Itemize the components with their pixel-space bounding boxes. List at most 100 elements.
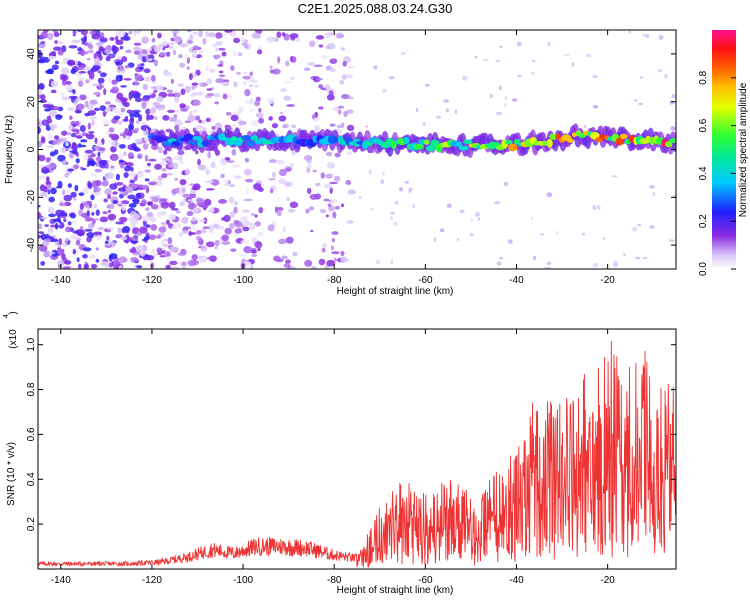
noise-blob	[135, 244, 145, 253]
noise-blob	[243, 198, 253, 202]
noise-blob	[126, 109, 134, 114]
noise-blob	[124, 64, 130, 69]
noise-blob	[516, 41, 522, 47]
noise-blob	[470, 219, 473, 222]
noise-blob	[38, 231, 45, 234]
noise-blob	[530, 216, 534, 220]
noise-blob	[239, 253, 247, 257]
noise-blob	[179, 201, 186, 207]
noise-blob	[638, 102, 644, 106]
noise-blob	[162, 157, 170, 161]
noise-blob	[91, 119, 96, 127]
noise-blob	[50, 187, 57, 195]
noise-blob	[79, 66, 85, 71]
noise-blob	[105, 101, 111, 105]
noise-blob	[71, 143, 79, 150]
x-tick-label: -40	[509, 575, 524, 586]
noise-blob	[163, 71, 172, 76]
noise-blob	[134, 127, 140, 132]
noise-blob	[64, 172, 69, 178]
noise-blob	[192, 109, 198, 114]
noise-blob	[135, 141, 144, 145]
noise-blob	[221, 234, 229, 242]
noise-blob	[182, 193, 192, 199]
noise-blob	[271, 123, 279, 129]
noise-blob	[143, 68, 151, 74]
noise-blob	[645, 34, 650, 38]
noise-blob	[210, 179, 220, 186]
noise-blob	[87, 110, 97, 116]
noise-blob	[346, 74, 353, 79]
noise-blob	[118, 216, 128, 223]
noise-blob	[132, 236, 139, 241]
noise-blob	[95, 247, 100, 251]
noise-blob	[325, 173, 334, 179]
noise-blob	[99, 216, 109, 223]
noise-blob	[315, 35, 325, 40]
colorbar-label: Normalized spectral amplitude	[738, 82, 749, 217]
noise-blob	[160, 222, 166, 225]
noise-blob	[256, 49, 263, 55]
noise-blob	[224, 156, 231, 161]
noise-blob	[134, 79, 138, 87]
noise-blob	[107, 209, 112, 213]
noise-blob	[154, 163, 162, 170]
noise-blob	[187, 114, 196, 122]
noise-blob	[104, 188, 112, 195]
noise-blob	[280, 88, 287, 92]
noise-blob	[78, 71, 87, 74]
noise-blob	[76, 257, 80, 263]
noise-blob	[118, 144, 126, 149]
noise-blob	[134, 138, 144, 142]
noise-blob	[184, 168, 191, 176]
noise-blob	[214, 246, 218, 250]
noise-blob	[443, 99, 450, 103]
x-tick-label: -100	[233, 275, 253, 286]
noise-blob	[91, 83, 101, 87]
noise-blob	[141, 49, 148, 55]
noise-blob	[258, 117, 265, 124]
noise-blob	[150, 204, 159, 210]
noise-blob	[613, 260, 618, 266]
noise-blob	[215, 32, 223, 39]
noise-blob	[172, 49, 177, 56]
noise-blob	[80, 49, 85, 57]
noise-blob	[106, 235, 110, 242]
noise-blob	[157, 252, 163, 256]
noise-blob	[119, 191, 124, 195]
noise-blob	[307, 164, 312, 169]
noise-blob	[289, 55, 294, 62]
noise-blob	[179, 43, 189, 48]
noise-blob	[75, 135, 83, 139]
noise-blob	[97, 77, 105, 84]
signal-blob	[250, 135, 259, 141]
noise-blob	[174, 124, 180, 132]
noise-blob	[119, 153, 124, 160]
noise-blob	[104, 261, 110, 268]
y-tick-label: 0.6	[26, 427, 37, 441]
x-tick-label: -140	[51, 575, 71, 586]
x-tick-label: -120	[142, 275, 162, 286]
noise-blob	[220, 157, 227, 166]
noise-blob	[649, 225, 655, 230]
colorbar-tick-label: 0.0	[698, 262, 709, 276]
noise-blob	[94, 35, 100, 40]
noise-blob	[347, 189, 357, 195]
noise-blob	[177, 150, 185, 155]
noise-blob	[285, 236, 294, 244]
noise-blob	[85, 79, 90, 84]
noise-blob	[120, 236, 128, 241]
noise-blob	[102, 111, 108, 114]
noise-blob	[185, 53, 189, 59]
noise-blob	[48, 196, 56, 203]
noise-blob	[84, 51, 88, 55]
noise-blob	[105, 56, 111, 62]
noise-blob	[311, 266, 317, 269]
noise-blob	[119, 64, 124, 72]
noise-blob	[93, 191, 102, 196]
noise-blob	[130, 166, 134, 172]
noise-blob	[38, 237, 42, 242]
noise-blob	[283, 181, 293, 187]
noise-blob	[210, 205, 215, 213]
noise-blob	[342, 60, 347, 67]
